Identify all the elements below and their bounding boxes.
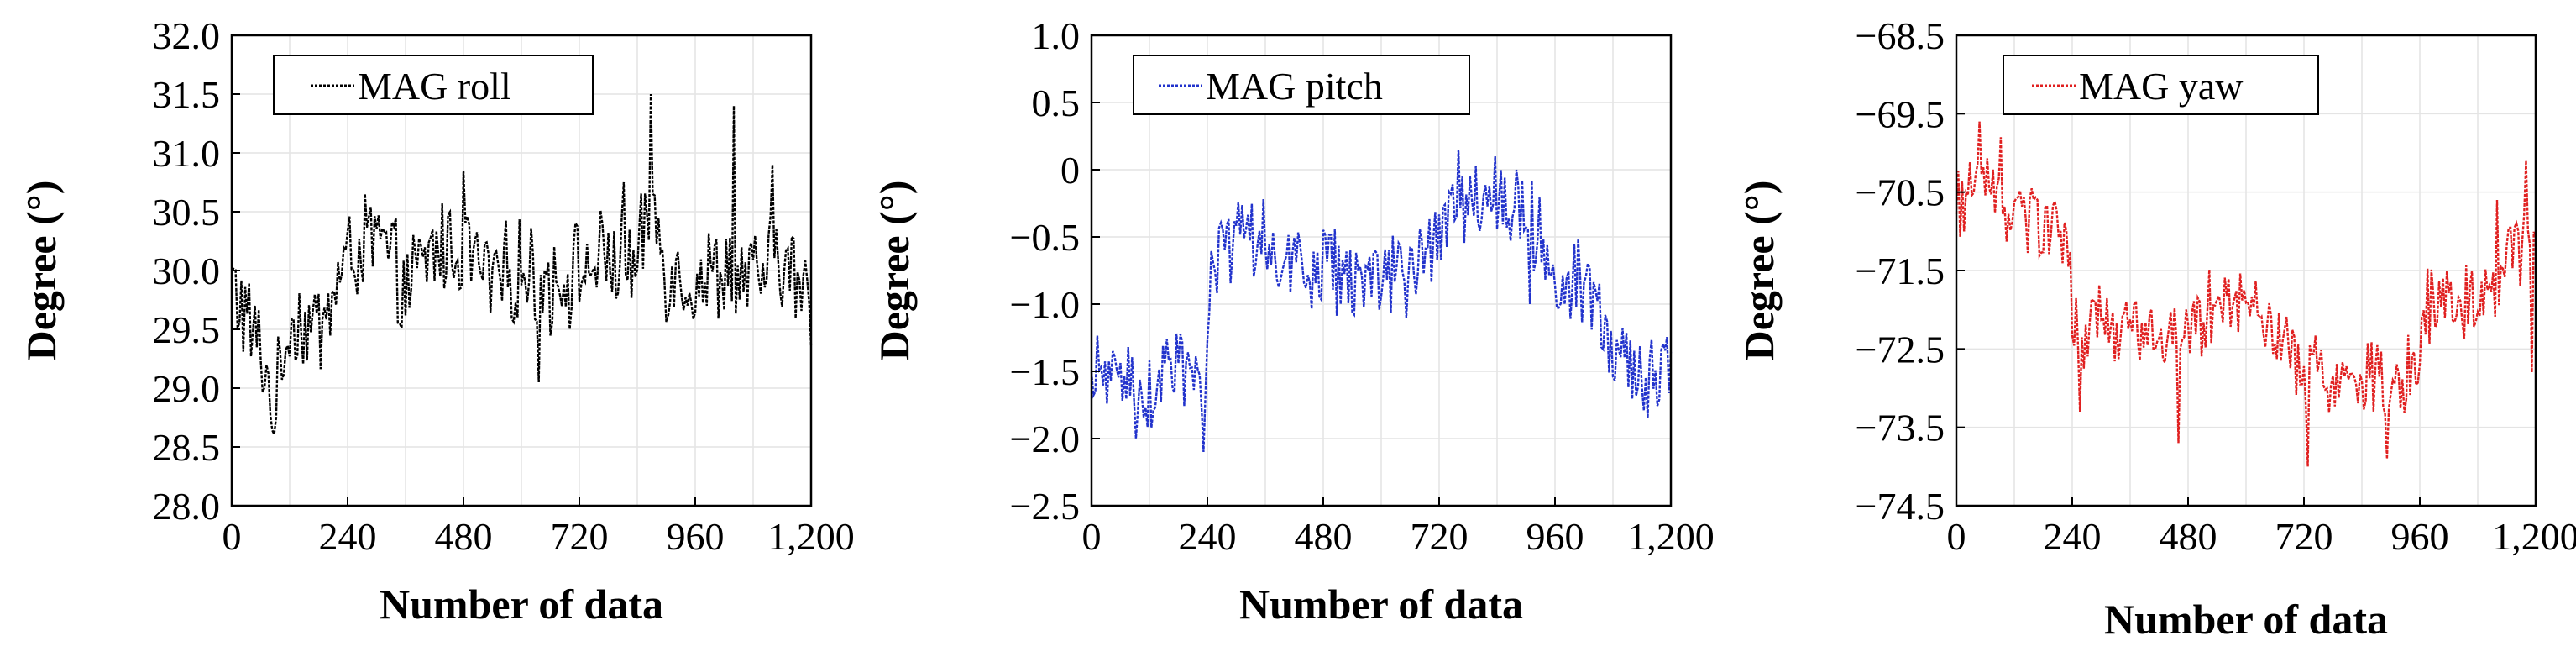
roll-chart-panel: 0 240 480 720 960 1,200 28.0 28.5 29.0 29.5 30.0 3… <box>18 14 855 628</box>
series-line-mag-yaw <box>1955 121 2537 467</box>
y-tick-label: 0 <box>1060 149 1080 192</box>
y-tick-label: 29.5 <box>153 308 221 351</box>
y-tick-label: −69.5 <box>1856 92 1945 135</box>
legend-box <box>2003 55 2319 115</box>
plot-line-layer <box>1090 149 1673 453</box>
plot-frame <box>1090 34 1673 507</box>
legend-label: MAG pitch <box>1206 65 1383 108</box>
y-tick-label: −2.5 <box>1010 485 1080 528</box>
y-ticks: −74.5 −73.5 −72.5 −71.5 −70.5 −69.5 −68.5 <box>1856 14 1965 528</box>
y-ticks: 28.0 28.5 29.0 29.5 30.0 30.5 31.0 31.5 32.0 <box>153 14 240 528</box>
legend: MAG pitch <box>1133 55 1470 115</box>
y-tick-label: −0.5 <box>1010 216 1080 259</box>
y-axis-title: Degree (°) <box>871 181 918 361</box>
y-tick-label: −2.0 <box>1010 418 1080 460</box>
y-tick-label: −70.5 <box>1856 171 1945 214</box>
x-tick-label: 240 <box>1179 515 1237 558</box>
yaw-chart-panel: 0 240 480 720 960 1,200 −74.5−73.5−72.5−71.5−… <box>1736 14 2576 643</box>
y-axis-title: Degree (°) <box>1736 181 1783 361</box>
y-tick-label: 28.0 <box>153 485 221 528</box>
x-tick-label: 480 <box>2160 515 2217 558</box>
y-tick-label: 29.0 <box>153 367 221 410</box>
y-axis-title: Degree (°) <box>18 181 65 361</box>
legend-box <box>273 55 594 115</box>
legend: MAG yaw <box>2003 55 2319 115</box>
y-tick-label: −71.5 <box>1856 250 1945 292</box>
x-axis-title: Number of data <box>2104 596 2388 643</box>
x-axis-title: Number of data <box>380 581 663 628</box>
x-tick-label: 1,200 <box>2492 515 2576 558</box>
y-tick-label: 31.0 <box>153 132 221 175</box>
y-tick-label: 30.5 <box>153 191 221 234</box>
y-tick-label: −1.0 <box>1010 283 1080 326</box>
plot-line-layer <box>231 93 813 439</box>
x-tick-label: 720 <box>2275 515 2333 558</box>
x-tick-label: 480 <box>435 515 493 558</box>
series-line-mag-pitch <box>1090 149 1673 453</box>
x-ticks: 0 240 480 720 960 1,200 <box>1947 497 2576 558</box>
x-tick-label: 1,200 <box>1627 515 1715 558</box>
y-tick-label: 31.5 <box>153 73 221 116</box>
y-tick-label: −74.5 <box>1856 485 1945 528</box>
legend-label: MAG yaw <box>2079 65 2244 108</box>
legend-label: MAG roll <box>358 65 511 108</box>
x-axis-title: Number of data <box>1239 581 1523 628</box>
x-tick-label: 720 <box>1411 515 1469 558</box>
x-ticks: 0 240 480 720 960 1,200 <box>223 497 855 558</box>
legend: MAG roll <box>273 55 594 115</box>
x-tick-label: 960 <box>1526 515 1584 558</box>
y-ticks: −2.5 −2.0 −1.5 −1.0 −0.5 0 0.5 1.0 <box>1010 14 1100 528</box>
x-tick-label: 0 <box>1947 515 1966 558</box>
x-tick-label: 240 <box>2044 515 2102 558</box>
x-tick-label: 0 <box>1082 515 1102 558</box>
x-ticks: 0 240 480 720 960 1,200 <box>1082 497 1715 558</box>
y-tick-label: 1.0 <box>1032 14 1081 57</box>
pitch-chart-panel: 0 240 480 720 960 1,200 −2.5 −2.0 −1.5 −1.0 −0.5 0… <box>871 14 1715 628</box>
x-tick-label: 0 <box>223 515 242 558</box>
x-tick-label: 960 <box>667 515 725 558</box>
y-tick-label: 28.5 <box>153 426 221 469</box>
y-tick-label: 32.0 <box>153 14 221 57</box>
y-tick-label: −73.5 <box>1856 407 1945 449</box>
y-tick-label: −72.5 <box>1856 328 1945 371</box>
y-tick-label: 0.5 <box>1032 81 1081 124</box>
x-tick-label: 240 <box>319 515 377 558</box>
plot-line-layer <box>1955 121 2537 467</box>
x-tick-label: 720 <box>551 515 609 558</box>
x-tick-label: 480 <box>1295 515 1353 558</box>
series-line-mag-roll <box>231 93 813 439</box>
x-tick-label: 1,200 <box>767 515 855 558</box>
x-tick-label: 960 <box>2391 515 2449 558</box>
y-tick-label: −68.5 <box>1856 14 1945 57</box>
y-tick-label: 30.0 <box>153 250 221 292</box>
y-tick-label: −1.5 <box>1010 350 1080 393</box>
